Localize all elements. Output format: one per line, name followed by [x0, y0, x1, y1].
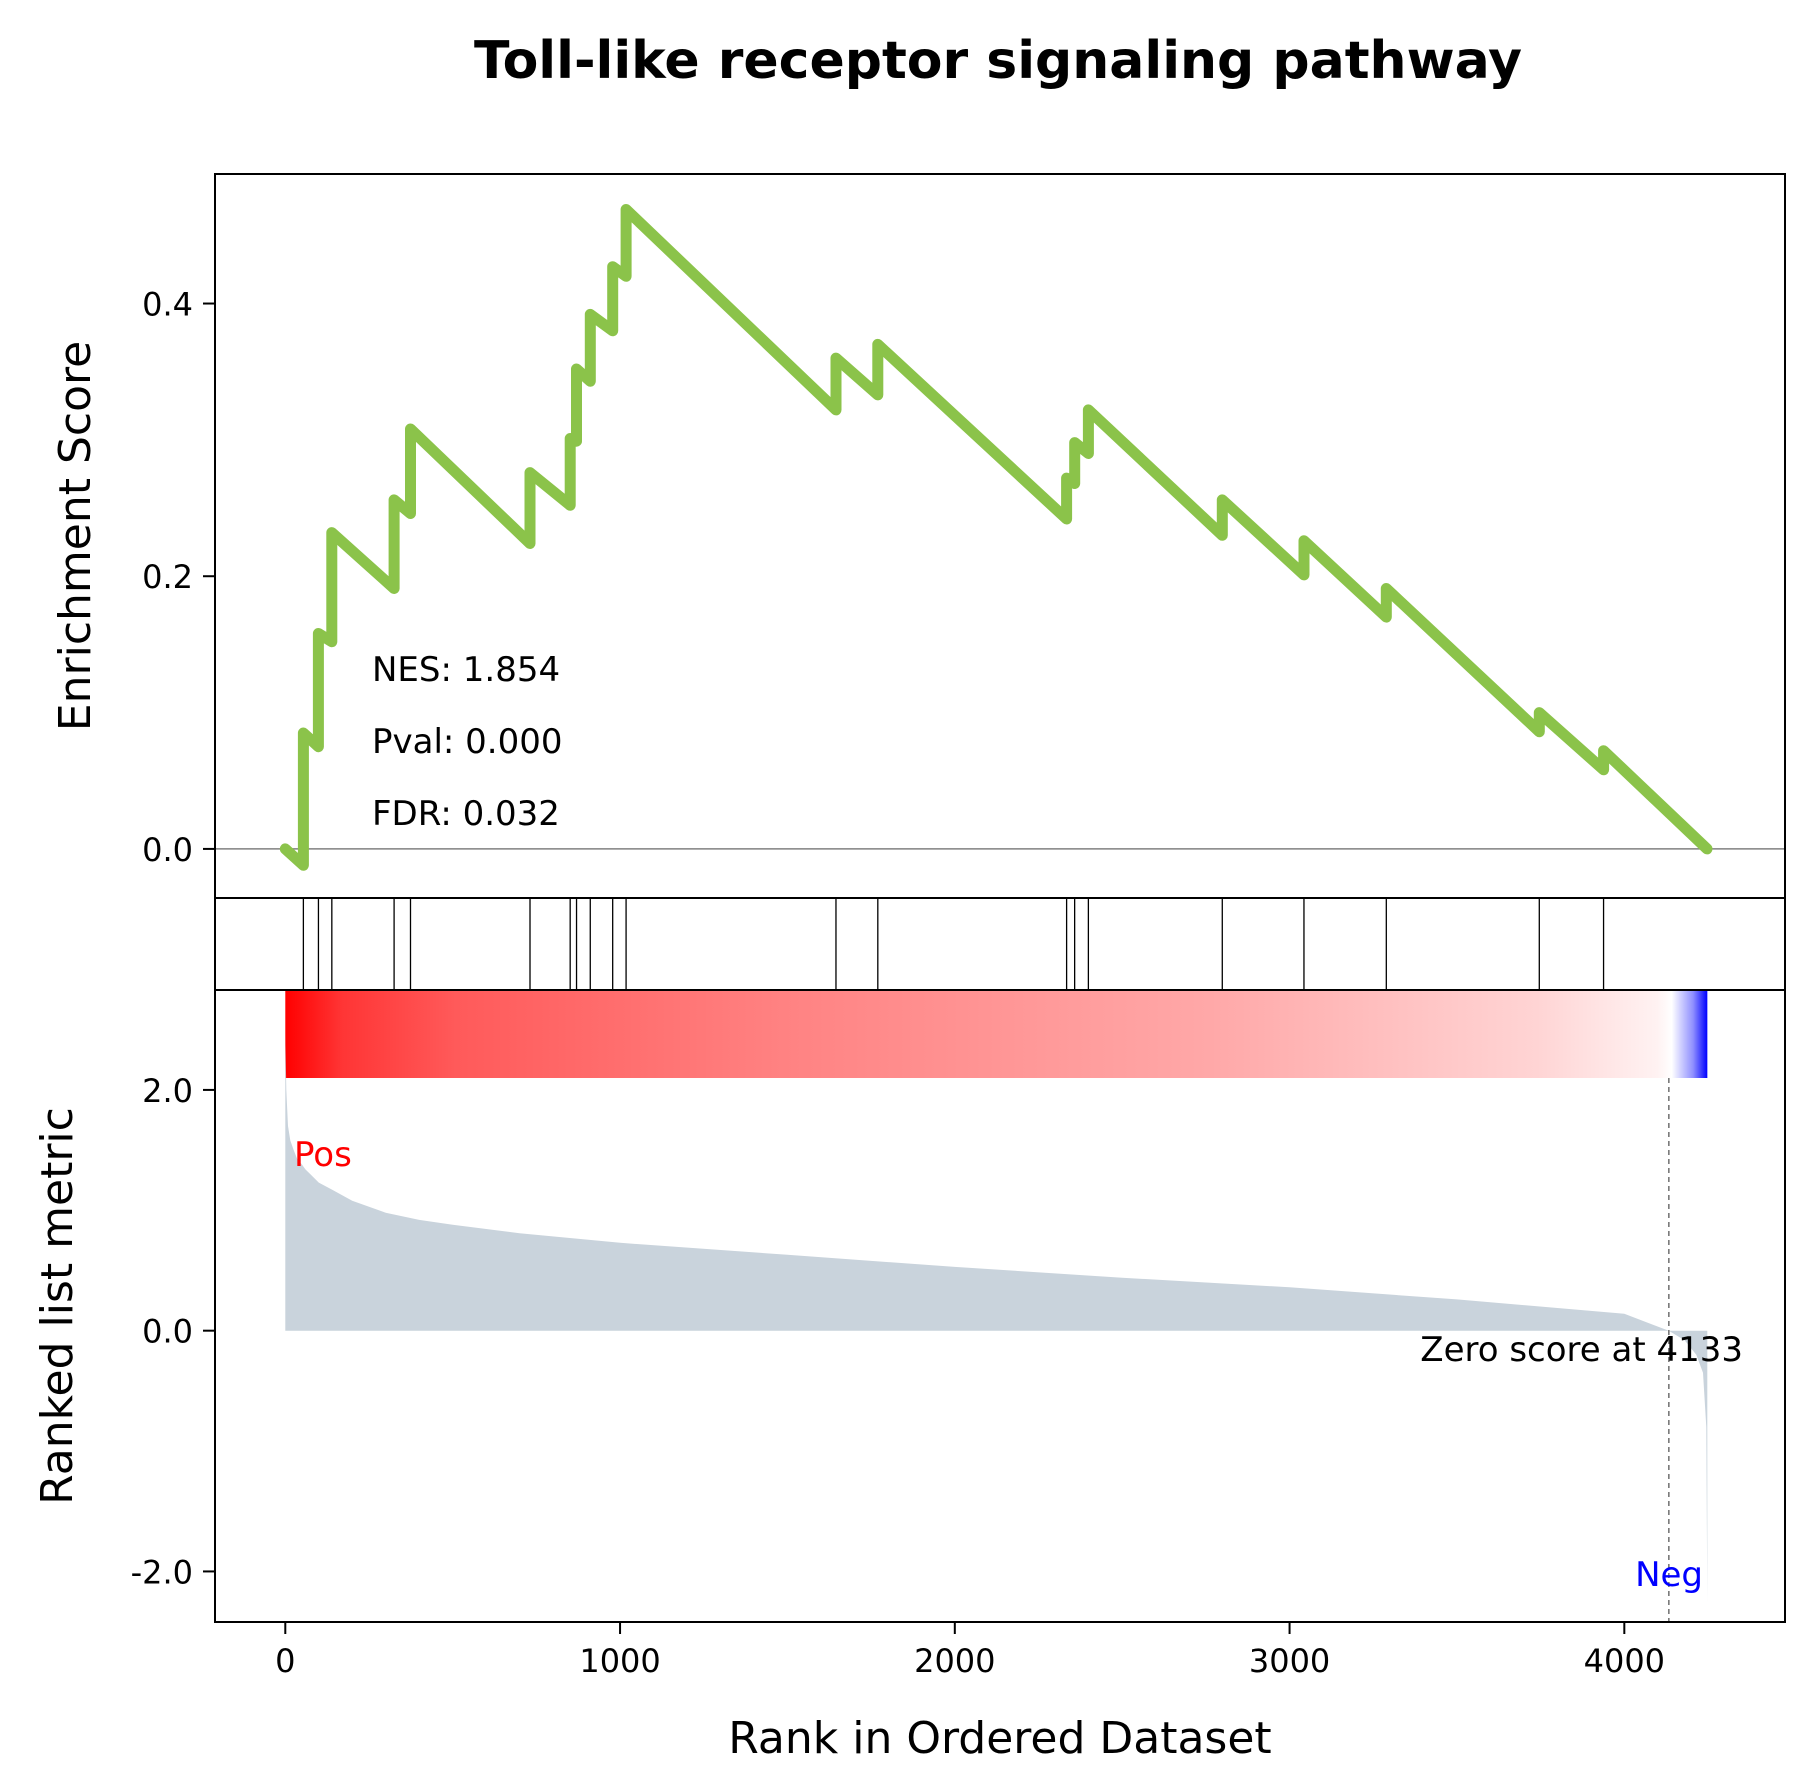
es-y-tick-label: 0.2 [142, 558, 193, 596]
es-y-axis: 0.0 0.2 0.4 [142, 286, 215, 869]
es-y-tick-label: 0.0 [142, 831, 193, 869]
pos-label: Pos [294, 1135, 352, 1175]
es-curve [279, 204, 1713, 871]
x-tick-label: 4000 [1584, 1642, 1665, 1680]
enrichment-panel: 0.0 0.2 0.4 NES: 1.854 Pval: 0.000 FDR: 0.… [50, 173, 1786, 899]
es-stat-nes: NES: 1.854 [372, 650, 560, 690]
es-y-tick-label: 0.4 [142, 286, 193, 324]
es-panel-frame [214, 173, 1786, 899]
x-tick-label: 2000 [914, 1642, 995, 1680]
hits-panel-frame [214, 897, 1786, 991]
es-stat-fdr: FDR: 0.032 [372, 794, 560, 834]
x-tick-label: 1000 [579, 1642, 660, 1680]
chart-title: Toll-like receptor signaling pathway [474, 31, 1522, 91]
es-stat-pval: Pval: 0.000 [372, 722, 563, 762]
ranked-panel: 2.0 0.0 -2.0 Pos Neg Zero score at 4133 Ra… [32, 989, 1786, 1623]
hit-lines [302, 898, 1605, 990]
ranked-y-tick-label: 2.0 [142, 1072, 193, 1110]
ranked-y-axis-label: Ranked list metric [32, 1107, 83, 1505]
ranked-metric-area [285, 1033, 1708, 1603]
ranked-panel-frame [214, 989, 1786, 1623]
neg-label: Neg [1635, 1555, 1703, 1595]
es-y-axis-label: Enrichment Score [50, 341, 101, 731]
x-axis-label: Rank in Ordered Dataset [728, 1713, 1271, 1764]
hits-panel [214, 897, 1786, 991]
zero-score-label: Zero score at 4133 [1420, 1330, 1743, 1370]
x-axis: 0 1000 2000 3000 4000 [275, 1622, 1665, 1680]
rank-colorbar [285, 990, 1708, 1078]
ranked-y-axis: 2.0 0.0 -2.0 [131, 1072, 215, 1591]
x-tick-label: 0 [275, 1642, 295, 1680]
ranked-y-tick-label: -2.0 [131, 1553, 193, 1591]
ranked-y-tick-label: 0.0 [142, 1313, 193, 1351]
x-tick-label: 3000 [1249, 1642, 1330, 1680]
